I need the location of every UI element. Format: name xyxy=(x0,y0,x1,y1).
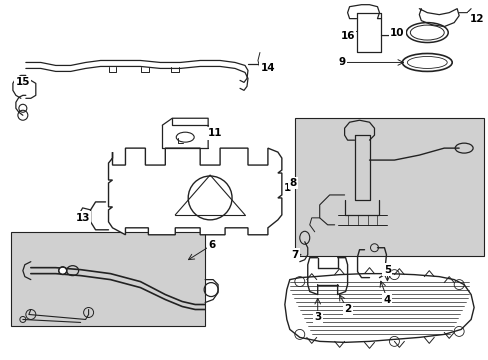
Text: 16: 16 xyxy=(340,31,354,41)
Bar xyxy=(11,232,205,327)
Ellipse shape xyxy=(59,267,66,274)
Text: 7: 7 xyxy=(290,250,298,260)
Text: 13: 13 xyxy=(75,213,90,223)
Text: 9: 9 xyxy=(337,58,345,67)
Text: 2: 2 xyxy=(343,305,350,315)
Text: 5: 5 xyxy=(383,265,390,275)
Text: 15: 15 xyxy=(16,77,30,87)
Text: 4: 4 xyxy=(383,294,390,305)
Text: 8: 8 xyxy=(288,178,296,188)
Polygon shape xyxy=(285,274,473,342)
Text: 1: 1 xyxy=(284,183,291,193)
Bar xyxy=(294,118,483,256)
Text: 10: 10 xyxy=(389,28,404,37)
Text: 14: 14 xyxy=(260,63,275,73)
Polygon shape xyxy=(108,148,281,235)
Text: 11: 11 xyxy=(207,128,222,138)
Text: 12: 12 xyxy=(469,14,483,24)
Text: 6: 6 xyxy=(208,240,215,250)
Text: 3: 3 xyxy=(313,312,321,323)
